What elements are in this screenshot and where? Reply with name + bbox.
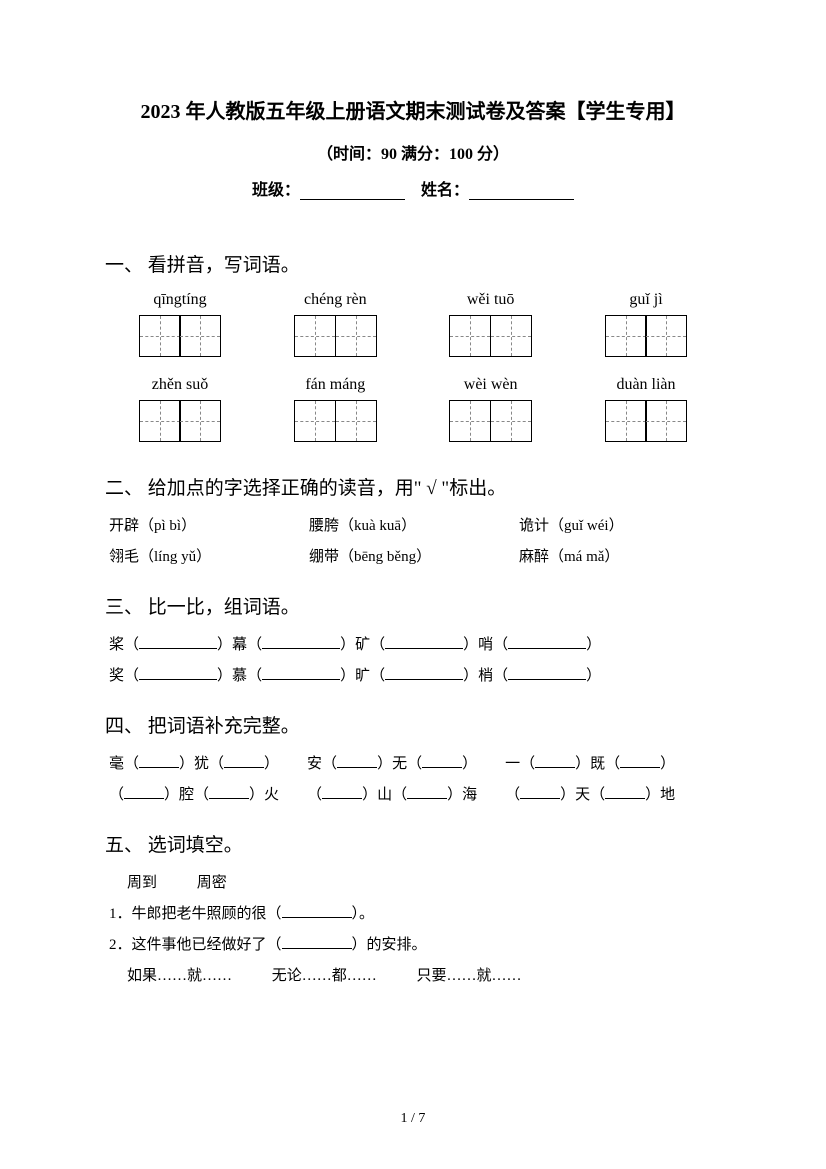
q4-item: 一（）既（） — [505, 752, 675, 773]
char-box[interactable] — [605, 400, 688, 447]
char-box[interactable] — [294, 400, 377, 447]
blank[interactable] — [282, 903, 352, 918]
blank[interactable] — [139, 665, 217, 680]
q4-line-2: （）腔（）火 （）山（）海 （）天（）地 — [105, 783, 721, 804]
page-subtitle: （时间：90 满分：100 分） — [105, 140, 721, 164]
char-box[interactable] — [449, 400, 532, 447]
class-label: 班级： — [252, 182, 300, 199]
section-3-title: 三、 比一比，组词语。 — [105, 592, 721, 619]
char-box[interactable] — [139, 400, 222, 447]
page-title: 2023 年人教版五年级上册语文期末测试卷及答案【学生专用】 — [105, 95, 721, 124]
q2-row-2: 翎毛（líng yǔ） 绷带（bēng běng） 麻醉（má mǎ） — [105, 545, 721, 566]
q4-line-1: 毫（）犹（） 安（）无（） 一（）既（） — [105, 752, 721, 773]
blank[interactable] — [385, 634, 463, 649]
pinyin-label: wèi wèn — [426, 376, 556, 394]
conj-choice: 如果……就…… — [127, 968, 232, 984]
q4-item: （）腔（）火 — [109, 783, 279, 804]
section-1: 一、 看拼音，写词语。 qīngtíng chéng rèn wěi tuō g… — [105, 250, 721, 447]
section-1-title: 一、 看拼音，写词语。 — [105, 250, 721, 277]
q2-item: 绷带（bēng běng） — [309, 545, 519, 566]
blank[interactable] — [520, 784, 560, 799]
section-5: 五、 选词填空。 周到 周密 1．牛郎把老牛照顾的很（）。 2．这件事他已经做好… — [105, 830, 721, 985]
student-info-line: 班级： 姓名： — [105, 176, 721, 200]
q5-word-choices: 周到 周密 — [105, 871, 721, 892]
section-2-title: 二、 给加点的字选择正确的读音，用" √ "标出。 — [105, 473, 721, 500]
blank[interactable] — [139, 753, 179, 768]
pinyin-label: qīngtíng — [115, 291, 245, 309]
q5-question-2: 2．这件事他已经做好了（）的安排。 — [105, 933, 721, 954]
blank[interactable] — [407, 784, 447, 799]
section-3: 三、 比一比，组词语。 桨（） 幕（） 矿（） 哨（） 奖（） 慕（） 旷（） … — [105, 592, 721, 685]
char-box[interactable] — [139, 315, 222, 362]
q2-item: 翎毛（líng yǔ） — [109, 545, 309, 566]
pinyin-row-2-boxes — [105, 400, 721, 447]
conj-choice: 无论……都…… — [272, 968, 377, 984]
q4-item: （）天（）地 — [505, 783, 675, 804]
q3-line-2: 奖（） 慕（） 旷（） 梢（） — [105, 664, 721, 685]
blank[interactable] — [385, 665, 463, 680]
pinyin-row-2-labels: zhěn suǒ fán máng wèi wèn duàn liàn — [105, 376, 721, 400]
section-2: 二、 给加点的字选择正确的读音，用" √ "标出。 开辟（pì bì） 腰胯（k… — [105, 473, 721, 566]
blank[interactable] — [224, 753, 264, 768]
pinyin-label: duàn liàn — [581, 376, 711, 394]
pinyin-label: wěi tuō — [426, 291, 556, 309]
blank[interactable] — [535, 753, 575, 768]
blank[interactable] — [605, 784, 645, 799]
section-4-title: 四、 把词语补充完整。 — [105, 711, 721, 738]
blank[interactable] — [282, 934, 352, 949]
q2-item: 麻醉（má mǎ） — [519, 545, 719, 566]
q2-item: 诡计（guǐ wéi） — [519, 514, 719, 535]
q2-item: 开辟（pì bì） — [109, 514, 309, 535]
pinyin-label: guǐ jì — [581, 291, 711, 309]
pinyin-label: chéng rèn — [270, 291, 400, 309]
q3-line-1: 桨（） 幕（） 矿（） 哨（） — [105, 633, 721, 654]
pinyin-label: fán máng — [270, 376, 400, 394]
blank[interactable] — [508, 665, 586, 680]
q5-conjunction-choices: 如果……就…… 无论……都…… 只要……就…… — [105, 964, 721, 985]
name-label: 姓名： — [421, 182, 469, 199]
q4-item: 毫（）犹（） — [109, 752, 279, 773]
blank[interactable] — [139, 634, 217, 649]
blank[interactable] — [262, 665, 340, 680]
word-choice: 周密 — [197, 875, 227, 891]
name-blank[interactable] — [469, 182, 574, 200]
blank[interactable] — [337, 753, 377, 768]
blank[interactable] — [508, 634, 586, 649]
pinyin-label: zhěn suǒ — [115, 376, 245, 394]
char-box[interactable] — [449, 315, 532, 362]
word-choice: 周到 — [127, 875, 157, 891]
blank[interactable] — [620, 753, 660, 768]
char-box[interactable] — [294, 315, 377, 362]
class-blank[interactable] — [300, 182, 405, 200]
section-5-title: 五、 选词填空。 — [105, 830, 721, 857]
char-box[interactable] — [605, 315, 688, 362]
blank[interactable] — [322, 784, 362, 799]
q2-row-1: 开辟（pì bì） 腰胯（kuà kuā） 诡计（guǐ wéi） — [105, 514, 721, 535]
blank[interactable] — [124, 784, 164, 799]
q4-item: 安（）无（） — [307, 752, 477, 773]
section-4: 四、 把词语补充完整。 毫（）犹（） 安（）无（） 一（）既（） （）腔（）火 … — [105, 711, 721, 804]
blank[interactable] — [422, 753, 462, 768]
q2-item: 腰胯（kuà kuā） — [309, 514, 519, 535]
pinyin-row-1-boxes — [105, 315, 721, 362]
page-number: 1 / 7 — [0, 1111, 826, 1127]
conj-choice: 只要……就…… — [417, 968, 522, 984]
blank[interactable] — [262, 634, 340, 649]
q4-item: （）山（）海 — [307, 783, 477, 804]
blank[interactable] — [209, 784, 249, 799]
pinyin-row-1-labels: qīngtíng chéng rèn wěi tuō guǐ jì — [105, 291, 721, 315]
q5-question-1: 1．牛郎把老牛照顾的很（）。 — [105, 902, 721, 923]
